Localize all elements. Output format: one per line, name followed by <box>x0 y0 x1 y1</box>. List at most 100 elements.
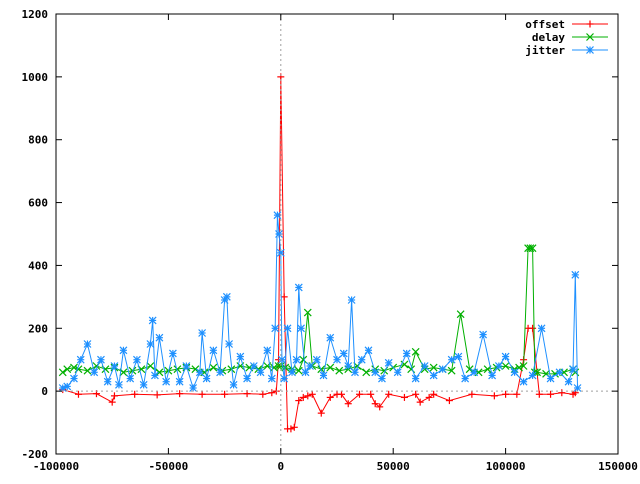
data-point-jitter <box>384 358 393 367</box>
data-point-delay <box>411 347 420 356</box>
data-point-offset <box>280 293 288 301</box>
x-tick-label: 0 <box>277 460 284 473</box>
data-point-jitter <box>306 362 314 370</box>
data-point-jitter <box>393 368 402 377</box>
data-point-offset <box>268 389 276 397</box>
data-point-delay <box>429 363 438 372</box>
data-point-delay <box>335 366 344 375</box>
y-tick-label: 600 <box>28 197 48 210</box>
data-point-jitter <box>236 352 245 361</box>
data-point-jitter <box>546 374 555 383</box>
data-point-delay <box>326 363 335 372</box>
data-point-offset <box>400 393 408 401</box>
data-point-offset <box>287 425 295 433</box>
legend-marker-delay <box>586 33 594 41</box>
data-point-delay <box>303 308 312 317</box>
data-point-offset <box>376 403 384 411</box>
data-point-delay <box>501 362 510 370</box>
data-point-offset <box>317 409 325 417</box>
data-point-jitter <box>273 211 282 220</box>
data-point-jitter <box>339 349 348 358</box>
data-point-jitter <box>347 296 356 304</box>
data-point-delay <box>63 365 72 374</box>
data-point-jitter <box>115 380 123 389</box>
data-point-jitter <box>83 340 92 348</box>
data-point-jitter <box>420 362 429 370</box>
y-tick-label: 400 <box>28 259 48 272</box>
data-point-offset <box>513 390 521 398</box>
data-point-jitter <box>283 324 292 333</box>
data-point-offset <box>535 390 543 398</box>
data-point-jitter <box>571 270 580 279</box>
y-tick-label: 0 <box>41 385 48 398</box>
data-point-jitter <box>155 333 164 342</box>
series-line-offset <box>62 76 576 430</box>
data-point-offset <box>295 397 303 405</box>
data-point-offset <box>355 390 363 398</box>
data-point-jitter <box>351 368 359 377</box>
data-point-jitter <box>364 346 373 355</box>
y-tick-label: 1200 <box>22 8 49 21</box>
data-point-jitter <box>209 346 218 355</box>
data-point-offset <box>416 398 424 406</box>
data-point-offset <box>445 397 453 405</box>
x-tick-label: 150000 <box>598 460 638 473</box>
data-point-delay <box>456 310 465 319</box>
data-point-jitter <box>438 365 447 374</box>
data-point-jitter <box>139 380 148 389</box>
data-point-jitter <box>271 324 280 333</box>
data-point-jitter <box>249 362 258 370</box>
legend-label-offset: offset <box>525 18 565 31</box>
data-point-offset <box>529 324 537 332</box>
data-point-offset <box>344 400 352 408</box>
data-point-jitter <box>528 371 537 380</box>
data-point-jitter <box>243 374 252 383</box>
data-point-jitter <box>195 368 204 377</box>
plot-border <box>55 13 619 455</box>
data-point-jitter <box>133 355 141 364</box>
data-point-jitter <box>189 384 198 392</box>
series-offset <box>59 73 579 433</box>
data-point-jitter <box>292 355 301 364</box>
y-tick-label: 1000 <box>22 71 49 84</box>
data-point-offset <box>367 390 375 398</box>
data-point-jitter <box>146 340 155 348</box>
data-point-jitter <box>569 365 577 374</box>
data-point-jitter <box>564 377 573 386</box>
series-line-delay <box>62 247 576 375</box>
data-point-offset <box>110 392 118 400</box>
data-point-delay <box>58 368 67 377</box>
data-point-jitter <box>263 346 272 355</box>
data-point-jitter <box>182 362 191 370</box>
data-point-delay <box>533 368 541 377</box>
data-point-jitter <box>344 362 353 370</box>
data-point-jitter <box>402 349 411 358</box>
data-point-jitter <box>175 377 184 386</box>
data-point-jitter <box>162 377 171 386</box>
data-point-delay <box>173 365 182 374</box>
data-point-jitter <box>429 371 438 380</box>
data-point-jitter <box>275 230 283 238</box>
data-point-jitter <box>519 377 528 386</box>
data-point-delay <box>528 244 537 253</box>
x-tick-label: 50000 <box>377 460 410 473</box>
data-point-jitter <box>357 355 366 364</box>
data-point-jitter <box>326 333 335 342</box>
x-tick-label: -50000 <box>149 460 189 473</box>
data-point-jitter <box>378 374 386 383</box>
data-point-delay <box>146 362 155 370</box>
data-point-offset <box>299 393 307 401</box>
data-point-delay <box>70 363 78 372</box>
legend-marker-offset <box>586 20 594 28</box>
data-point-offset <box>176 390 184 398</box>
data-point-offset <box>502 390 510 398</box>
data-point-delay <box>526 244 535 253</box>
data-point-delay <box>274 362 283 370</box>
data-point-jitter <box>216 368 225 377</box>
y-tick-label: 800 <box>28 134 48 147</box>
data-point-jitter <box>267 374 276 383</box>
data-point-delay <box>299 355 308 364</box>
data-point-jitter <box>411 374 420 383</box>
